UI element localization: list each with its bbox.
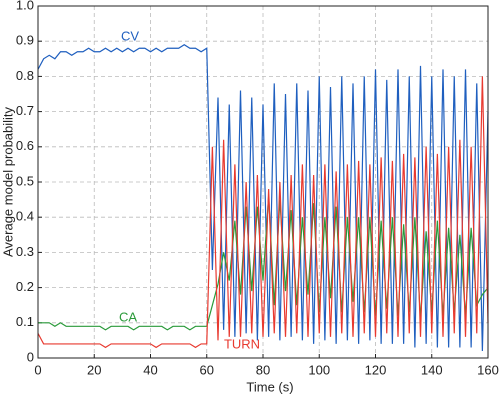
series-annotation: CV xyxy=(121,28,139,43)
x-tick-label: 60 xyxy=(200,362,214,377)
series-annotation: CA xyxy=(119,309,137,324)
x-tick-label: 100 xyxy=(308,362,330,377)
y-tick-label: 0 xyxy=(27,349,34,364)
y-tick-label: 0.6 xyxy=(16,138,34,153)
x-tick-label: 140 xyxy=(421,362,443,377)
series-annotation: TURN xyxy=(224,336,260,351)
x-tick-label: 20 xyxy=(87,362,101,377)
plot-frame xyxy=(37,5,489,359)
series-line xyxy=(37,76,489,349)
x-tick-label: 80 xyxy=(256,362,270,377)
y-tick-label: 0.8 xyxy=(16,68,34,83)
y-axis-label: Average model probability xyxy=(0,106,15,257)
y-tick-label: 0.7 xyxy=(16,103,34,118)
series-line xyxy=(38,196,489,331)
y-tick-label: 0.2 xyxy=(16,279,34,294)
y-tick-label: 0.3 xyxy=(16,244,34,259)
y-tick-label: 1.0 xyxy=(16,0,34,12)
y-tick-label: 0.4 xyxy=(16,209,34,224)
x-tick-label: 0 xyxy=(34,362,41,377)
y-tick-label: 0.9 xyxy=(16,33,34,48)
y-tick-label: 0.1 xyxy=(16,314,34,329)
x-tick-label: 40 xyxy=(143,362,157,377)
y-tick-label: 0.5 xyxy=(16,173,34,188)
x-tick-label: 160 xyxy=(477,362,499,377)
x-axis-label: Time (s) xyxy=(246,379,293,394)
x-tick-label: 120 xyxy=(365,362,387,377)
